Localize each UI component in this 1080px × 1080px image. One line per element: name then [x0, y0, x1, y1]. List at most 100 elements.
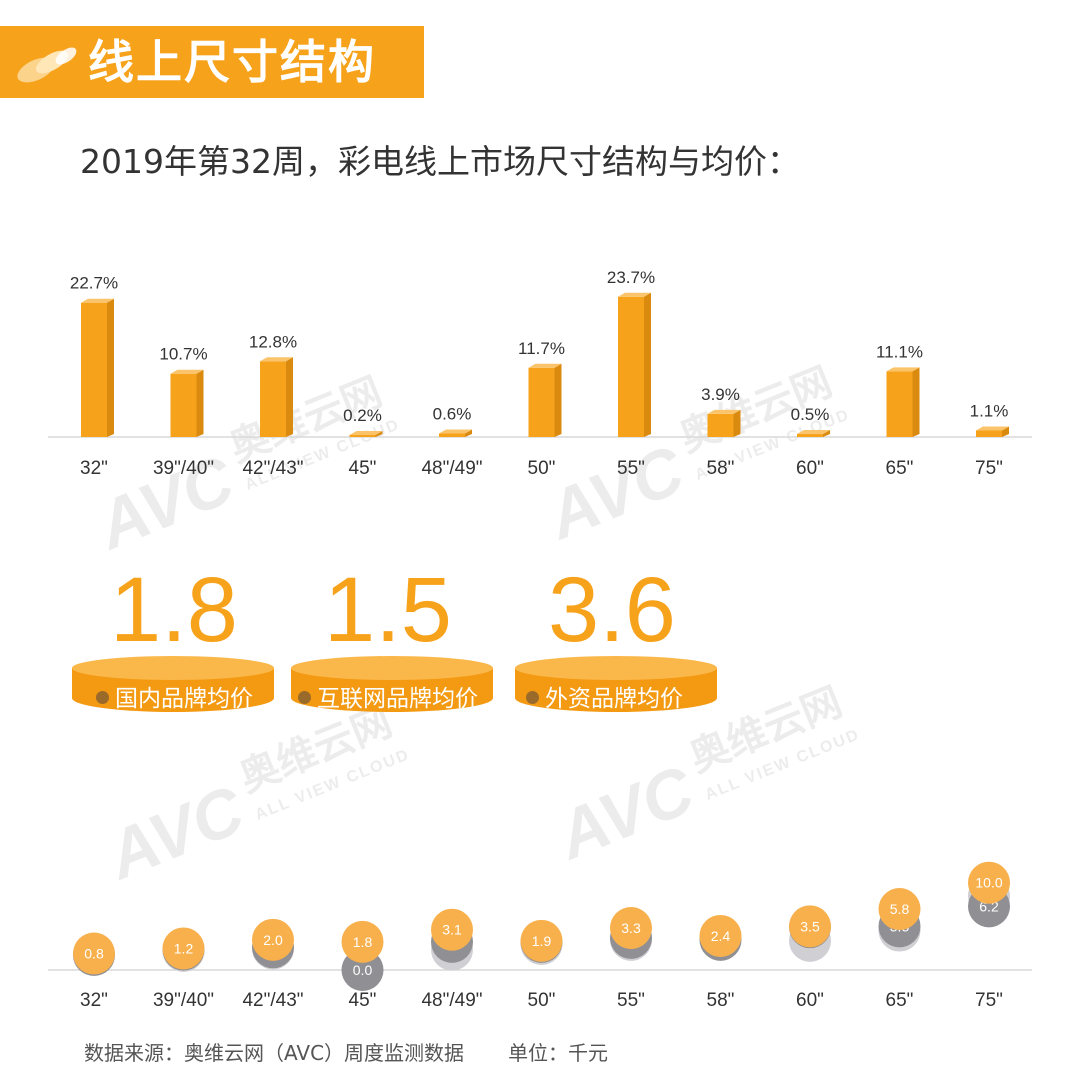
bar-category-label: 32": [80, 458, 108, 479]
dot-category-label: 65": [886, 990, 914, 1011]
bar-top: [618, 292, 651, 297]
average-pill-body: [291, 668, 493, 712]
internet-avg-label: 互联网品牌均价: [298, 684, 498, 714]
domestic-dot: [968, 861, 1010, 904]
title-banner: 线上尺寸结构: [0, 26, 424, 98]
domestic-avg-label: 国内品牌均价: [96, 684, 296, 714]
watermark-logo-text: AVC: [535, 431, 695, 554]
bar-value-label: 0.5%: [791, 405, 830, 424]
average-pill-body: [515, 668, 717, 712]
bar-top: [707, 409, 741, 414]
bar-category-label: 55": [617, 458, 645, 479]
domestic-dot-label: 1.8: [353, 934, 373, 950]
bar-category-label: 58": [707, 458, 735, 479]
bar-side: [644, 292, 651, 437]
bar: [976, 430, 1002, 437]
bar-value-label: 23.7%: [607, 268, 655, 287]
bar: [439, 433, 465, 437]
bar: [797, 434, 823, 437]
bar-side: [823, 430, 830, 437]
domestic-dot-label: 1.2: [174, 940, 194, 956]
orange-swoosh-icon: [17, 47, 77, 83]
internet-dot-label: 0.0: [353, 962, 373, 978]
bar: [349, 435, 376, 437]
dot-category-label: 75": [975, 990, 1003, 1011]
bar-category-label: 75": [975, 458, 1003, 479]
domestic-dot-label: 0.8: [84, 946, 104, 962]
domestic-dot-label: 3.1: [442, 922, 462, 938]
watermark-logo-text: AVC: [95, 771, 255, 894]
bar-value-label: 11.7%: [518, 339, 565, 358]
bar-side: [465, 429, 472, 437]
bar-chart: 22.7% 32" 10.7% 39"/40" 12.8% 42"/43" 0.2% 45" 0…: [48, 268, 1032, 479]
bar: [81, 302, 107, 437]
bar-category-label: 39"/40": [153, 458, 214, 479]
dot-category-label: 60": [796, 990, 824, 1011]
bar: [528, 367, 555, 437]
domestic-dot: [341, 920, 384, 963]
domestic-dot: [520, 919, 563, 962]
bar-top: [797, 430, 830, 435]
bar-top: [170, 369, 204, 374]
bar-top: [528, 363, 562, 368]
domestic-dot: [162, 927, 205, 970]
bar-value-label: 0.6%: [433, 404, 472, 423]
domestic-dot: [699, 914, 742, 957]
bar-value-label: 0.2%: [343, 406, 382, 425]
average-pill-top: [291, 656, 493, 680]
bar-side: [1002, 426, 1009, 437]
bar-category-label: 45": [349, 458, 377, 479]
bar-side: [912, 367, 920, 437]
domestic-dot-label: 1.9: [532, 933, 552, 949]
bar-side: [107, 298, 114, 437]
bar-top: [439, 429, 472, 434]
bar-top: [260, 357, 293, 362]
bar-side: [286, 357, 293, 437]
domestic-dot-label: 10.0: [975, 875, 1002, 891]
bar: [618, 296, 644, 437]
bar-value-label: 12.8%: [249, 332, 297, 351]
bar-value-label: 22.7%: [70, 274, 118, 293]
domestic-dot: [73, 932, 115, 975]
domestic-dot: [610, 907, 652, 949]
page-title: 线上尺寸结构: [88, 35, 376, 89]
dot-category-label: 42"/43": [242, 990, 303, 1011]
foreign-avg-label: 外资品牌均价: [526, 684, 726, 714]
domestic-dot-label: 2.4: [711, 928, 731, 944]
domestic-dot: [878, 888, 921, 931]
bar-top: [886, 367, 920, 372]
bar-category-label: 42"/43": [242, 458, 303, 479]
data-source: 数据来源：奥维云网（AVC）周度监测数据: [84, 1041, 465, 1065]
bar-category-label: 60": [796, 458, 824, 479]
domestic-dot-label: 2.0: [263, 932, 283, 948]
bar-side: [733, 409, 741, 437]
bar-side: [196, 369, 204, 437]
internet-avg-value: 1.5: [324, 559, 452, 661]
dot-category-label: 50": [528, 990, 556, 1011]
domestic-dot-label: 5.8: [890, 901, 910, 917]
unit-note: 单位：千元: [508, 1041, 609, 1065]
bar: [707, 413, 734, 437]
bar: [260, 361, 286, 437]
dot-chart: 0.71.01.21.11.62.02.11.93.07.80.71.11.30…: [48, 861, 1032, 1011]
footer: 数据来源：奥维云网（AVC）周度监测数据 单位：千元: [84, 1038, 608, 1068]
bar-top: [976, 426, 1009, 431]
bar-value-label: 11.1%: [876, 342, 923, 361]
domestic-dot-label: 3.5: [800, 918, 820, 934]
domestic-dot: [789, 905, 831, 948]
bar: [170, 373, 197, 437]
bar-category-label: 65": [886, 458, 914, 479]
foreign-avg-value: 3.6: [548, 559, 676, 661]
bar-value-label: 1.1%: [970, 401, 1009, 420]
dot-category-label: 55": [617, 990, 645, 1011]
dot-category-label: 58": [707, 990, 735, 1011]
domestic-dot-label: 3.3: [621, 920, 641, 936]
watermark-logo-text: AVC: [545, 751, 705, 874]
bar-value-label: 10.7%: [159, 345, 207, 364]
average-pills: [72, 656, 717, 712]
average-pill-body: [72, 668, 274, 712]
bar-top: [349, 431, 383, 435]
